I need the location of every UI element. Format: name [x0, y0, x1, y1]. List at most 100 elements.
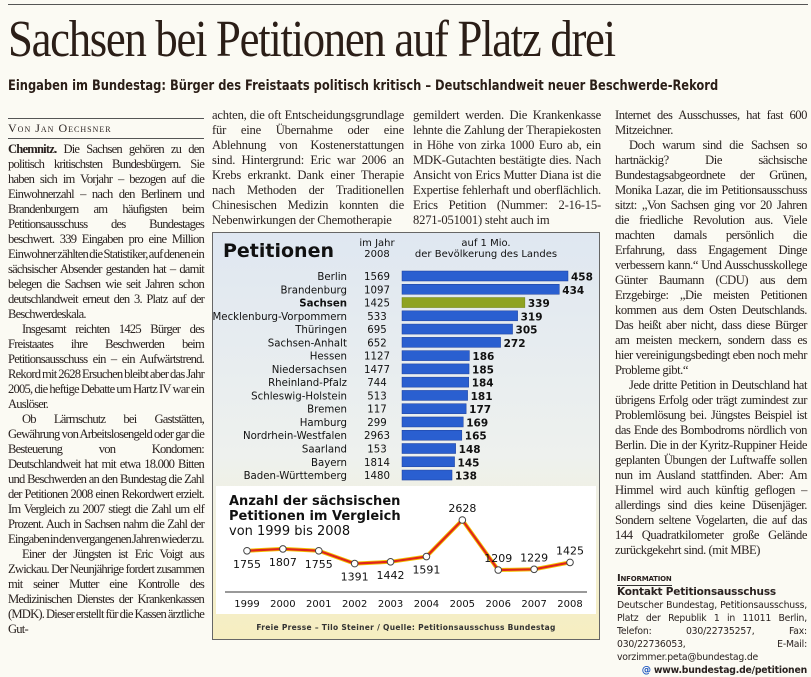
x-tick-label: 2005 [450, 599, 475, 610]
paragraph: Jede dritte Petition in Deutschland hat … [615, 378, 807, 557]
x-tick-label: 1999 [234, 599, 259, 610]
bar-label: Thüringen [294, 325, 347, 336]
info-body: Deutscher Bundestag, Petitionsausschuss,… [617, 600, 807, 663]
x-tick-label: 2004 [414, 599, 439, 610]
data-point [386, 557, 395, 566]
data-label: 1209 [484, 552, 512, 565]
bar-label: Brandenburg [281, 285, 347, 296]
column-2: achten, die oft Entscheidungsgrundlage f… [212, 108, 404, 228]
bar [401, 443, 456, 454]
bar [401, 350, 470, 361]
line-chart: 1755 1999 1807 2000 1755 2001 1391 2002 1442 2003… [233, 502, 584, 610]
bar-value-label: 434 [562, 285, 584, 297]
bar [401, 270, 569, 282]
x-tick-label: 2001 [306, 599, 331, 610]
data-point [350, 559, 359, 568]
x-tick-label: 2007 [521, 599, 546, 610]
paragraph: Ob Lärmschutz bei Gaststätten, Gewährung… [8, 412, 205, 546]
column-4: Internet des Ausschusses, hat fast 600 M… [615, 108, 807, 558]
count-label: 533 [367, 312, 386, 323]
data-point [494, 566, 503, 574]
line-chart-title-2: Petitionen im Vergleich [229, 509, 401, 524]
bar-value-label: 305 [516, 325, 538, 337]
paragraph-text: Die Sachsen gehören zu den politisch kri… [8, 142, 205, 321]
x-tick-label: 2006 [485, 599, 510, 610]
credit: Freie Presse – Tilo Steiner / Quelle: Pe… [256, 623, 555, 632]
count-label: 1480 [364, 471, 390, 482]
line-chart-title-1: Anzahl der sächsischen [229, 494, 400, 509]
count-label: 1569 [364, 272, 390, 283]
paragraph: Internet des Ausschusses, hat fast 600 M… [615, 108, 807, 137]
bar [401, 376, 469, 388]
line-chart-subtitle: von 1999 bis 2008 [229, 524, 350, 539]
x-tick-label: 2003 [378, 599, 403, 610]
bar [401, 403, 467, 414]
info-title: Kontakt Petitionsausschuss [617, 586, 776, 598]
paragraph: Doch warum sind die Sachsen so hartnäcki… [615, 138, 807, 377]
bar [401, 469, 453, 481]
paragraph: Einer der Jüngsten ist Eric Voigt aus Zw… [8, 547, 205, 636]
x-tick-label: 2002 [342, 599, 367, 610]
bar-value-label: 165 [465, 431, 487, 443]
data-point [314, 546, 323, 555]
count-label: 299 [367, 418, 386, 429]
bar-value-label: 319 [521, 311, 543, 323]
count-header-2: 2008 [364, 249, 389, 260]
x-tick-label: 2008 [557, 599, 582, 610]
data-point [458, 516, 467, 524]
bar [401, 429, 463, 441]
bar [401, 323, 513, 335]
bar-label: Sachsen [299, 299, 347, 310]
bar [401, 284, 560, 295]
bar-label: Rheinland-Pfalz [268, 378, 347, 389]
paragraph: Chemnitz. Die Sachsen gehören zu den pol… [8, 142, 205, 322]
info-label: Information [617, 573, 672, 586]
count-label: 652 [367, 338, 386, 349]
website-link[interactable]: www.bundestag.de/petitionen [653, 665, 807, 676]
bar [401, 363, 470, 375]
data-label: 1425 [556, 544, 584, 557]
value-header-1: auf 1 Mio. [461, 238, 510, 249]
data-point [279, 545, 287, 553]
bar-label: Hessen [310, 352, 347, 363]
x-tick-label: 2000 [270, 599, 295, 610]
count-label: 744 [367, 378, 386, 389]
column-3: gemildert werden. Die Krankenkasse lehnt… [413, 108, 601, 228]
bar-value-label: 148 [459, 444, 481, 456]
bar [401, 297, 526, 308]
column-1: Chemnitz. Die Sachsen gehören zu den pol… [8, 142, 205, 637]
bar-chart-title: Petitionen [223, 240, 334, 262]
bar-value-label: 169 [466, 417, 488, 429]
bar-value-label: 185 [472, 364, 494, 376]
data-label: 1442 [377, 569, 405, 582]
bar-label: Mecklenburg-Vorpommern [213, 312, 347, 323]
count-label: 513 [367, 391, 386, 402]
bar-label: Niedersachsen [272, 365, 347, 376]
count-label: 117 [367, 405, 386, 416]
paragraph: gemildert werden. Die Krankenkasse lehnt… [413, 108, 601, 227]
paragraph: Insgesamt reichten 1425 Bürger des Freis… [8, 322, 205, 411]
infographic: Petitionen im Jahr 2008 auf 1 Mio. der B… [212, 232, 600, 640]
data-point [243, 546, 251, 555]
at-icon: @ [641, 665, 651, 676]
top-rule [8, 4, 808, 5]
series-line [246, 518, 571, 572]
count-label: 1425 [364, 299, 390, 310]
data-label: 1391 [341, 571, 369, 584]
bar-chart: Berlin 1569 458 Brandenburg 1097 434 Sachsen 14… [213, 270, 593, 483]
bar-value-label: 458 [571, 272, 593, 284]
bar-label: Sachsen-Anhalt [268, 338, 347, 349]
bar-label: Baden-Württemberg [244, 471, 347, 482]
data-point [530, 565, 538, 574]
subheadline: Eingaben im Bundestag: Bürger des Freist… [8, 78, 719, 94]
bar [401, 416, 464, 428]
bar-value-label: 138 [455, 471, 477, 483]
headline: Sachsen bei Petitionen auf Platz drei [8, 11, 616, 68]
data-point [566, 558, 574, 567]
bar-label: Saarland [302, 445, 347, 456]
bar-value-label: 339 [528, 298, 550, 310]
data-point [422, 552, 431, 561]
data-label: 1229 [520, 551, 548, 564]
data-label: 1755 [305, 558, 333, 571]
dateline: Chemnitz. [8, 142, 57, 156]
